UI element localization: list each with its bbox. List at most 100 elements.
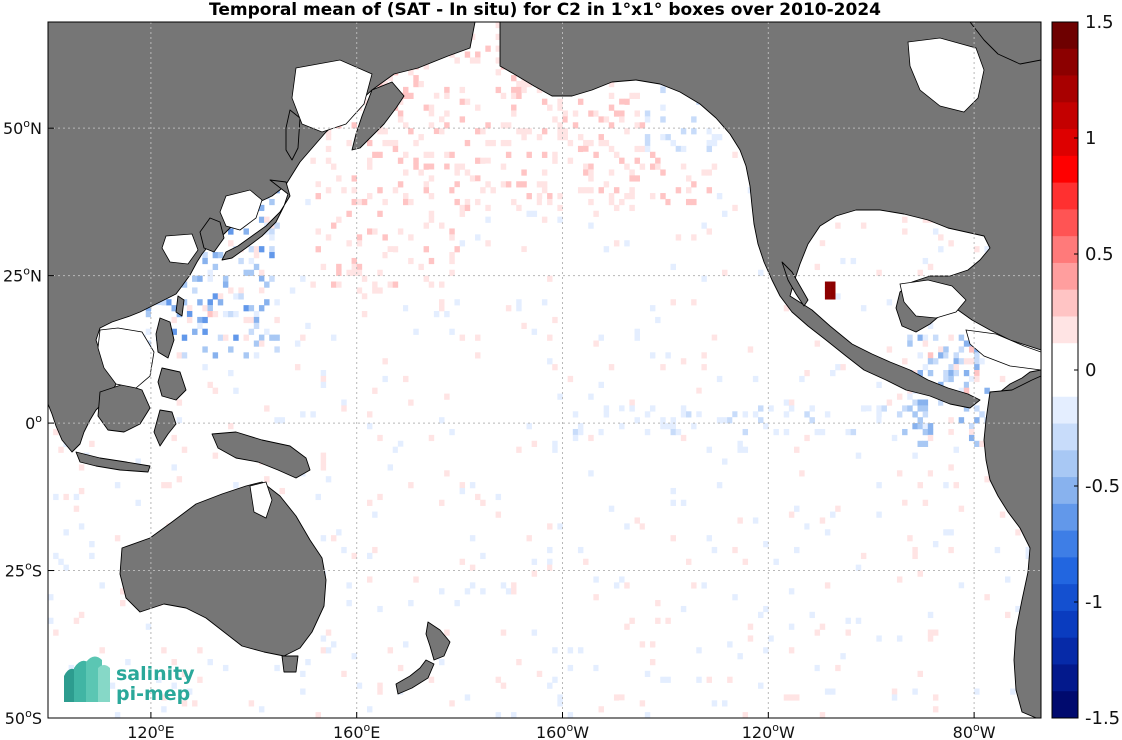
anomaly-cell xyxy=(876,381,882,388)
anomaly-cell xyxy=(315,187,321,194)
anomaly-cell xyxy=(222,676,229,683)
anomaly-cell xyxy=(552,116,558,123)
anomaly-cell xyxy=(258,305,265,312)
anomaly-cell xyxy=(372,287,378,294)
anomaly-cell xyxy=(727,676,733,683)
anomaly-cell xyxy=(917,440,923,447)
anomaly-cell xyxy=(320,464,327,471)
anomaly-cell xyxy=(943,370,949,377)
anomaly-cell xyxy=(521,169,527,176)
anomaly-cell xyxy=(922,499,929,506)
anomaly-cell xyxy=(968,482,975,489)
anomaly-cell xyxy=(428,216,435,223)
anomaly-cell xyxy=(516,305,522,312)
anomaly-cell xyxy=(423,275,430,282)
anomaly-cell xyxy=(547,558,553,565)
anomaly-cell xyxy=(577,423,584,430)
anomaly-cell xyxy=(835,399,841,406)
anomaly-cell xyxy=(1004,611,1011,619)
anomaly-cell xyxy=(804,411,810,418)
anomaly-cell xyxy=(325,647,332,654)
anomaly-cell xyxy=(696,387,702,394)
anomaly-cell xyxy=(428,281,435,288)
anomaly-cell xyxy=(649,641,656,648)
anomaly-cell xyxy=(439,452,445,459)
anomaly-cell xyxy=(732,653,738,660)
anomaly-cell xyxy=(670,423,676,430)
land-tasmania xyxy=(281,655,299,673)
anomaly-cell xyxy=(300,405,306,412)
anomaly-cell xyxy=(655,316,661,324)
anomaly-cell xyxy=(552,647,558,654)
anomaly-cell xyxy=(253,263,260,271)
anomaly-cell xyxy=(902,228,908,235)
anomaly-cell xyxy=(799,470,805,477)
anomaly-cell xyxy=(439,281,445,288)
anomaly-cell xyxy=(896,647,903,654)
anomaly-cell xyxy=(171,316,177,324)
anomaly-cell xyxy=(814,340,821,347)
anomaly-cell xyxy=(953,482,959,489)
colorbar-step-10 xyxy=(1052,289,1078,317)
anomaly-cell xyxy=(547,564,553,571)
colorbar-step-3 xyxy=(1052,102,1078,130)
anomaly-cell xyxy=(974,417,980,424)
anomaly-cell xyxy=(258,269,265,276)
anomaly-cell xyxy=(413,80,419,88)
anomaly-cell xyxy=(325,145,332,153)
anomaly-cell xyxy=(598,134,604,141)
anomaly-cell xyxy=(63,529,69,536)
anomaly-cell xyxy=(732,594,738,601)
anomaly-cell xyxy=(675,305,682,312)
anomaly-cell xyxy=(464,169,471,176)
anomaly-cell xyxy=(809,523,815,530)
anomaly-cell xyxy=(192,287,198,294)
anomaly-cell xyxy=(603,405,610,412)
anomaly-cell xyxy=(377,287,383,294)
anomaly-cell xyxy=(974,364,980,371)
anomaly-cell xyxy=(361,210,368,217)
anomaly-cell xyxy=(649,175,656,182)
colorbar-step-25 xyxy=(1052,691,1078,719)
anomaly-cell xyxy=(459,210,466,217)
anomaly-cell xyxy=(269,275,275,282)
anomaly-cell xyxy=(217,293,224,300)
anomaly-cell xyxy=(53,493,59,501)
anomaly-cell xyxy=(938,346,944,353)
anomaly-cell xyxy=(269,228,275,235)
anomaly-cell xyxy=(958,505,965,512)
y-axis-ticks: 50oN 25oN 0o 25oS 50oS xyxy=(3,117,54,728)
anomaly-cell xyxy=(938,234,944,241)
anomaly-cell xyxy=(685,198,692,206)
anomaly-cell xyxy=(968,434,975,442)
anomaly-cell xyxy=(619,198,625,206)
anomaly-cell xyxy=(439,499,445,506)
anomaly-cell xyxy=(624,128,630,135)
anomaly-cell xyxy=(809,405,815,412)
anomaly-cell xyxy=(619,157,625,164)
anomaly-cell xyxy=(372,446,378,453)
anomaly-cell xyxy=(588,470,594,477)
anomaly-cell xyxy=(454,187,460,194)
anomaly-cell xyxy=(475,352,481,359)
anomaly-cell xyxy=(912,546,918,554)
anomaly-cell xyxy=(655,157,661,164)
anomaly-cell xyxy=(176,423,183,430)
anomaly-cell xyxy=(310,694,316,701)
anomaly-cell xyxy=(531,629,538,636)
anomaly-cell xyxy=(104,623,111,630)
anomaly-cell xyxy=(222,281,229,288)
anomaly-cell xyxy=(403,145,409,153)
anomaly-cell xyxy=(336,263,342,271)
anomaly-cell xyxy=(330,281,337,288)
anomaly-cell xyxy=(99,647,105,654)
anomaly-cell xyxy=(423,334,430,341)
anomaly-cell xyxy=(773,428,779,436)
anomaly-cell xyxy=(413,157,419,164)
anomaly-cell xyxy=(680,128,687,135)
anomaly-cell xyxy=(629,193,635,200)
logo-line1: salinity xyxy=(116,663,195,685)
logo-line2: pi-mep xyxy=(116,683,190,705)
anomaly-cell xyxy=(516,605,522,613)
anomaly-cell xyxy=(932,629,939,636)
